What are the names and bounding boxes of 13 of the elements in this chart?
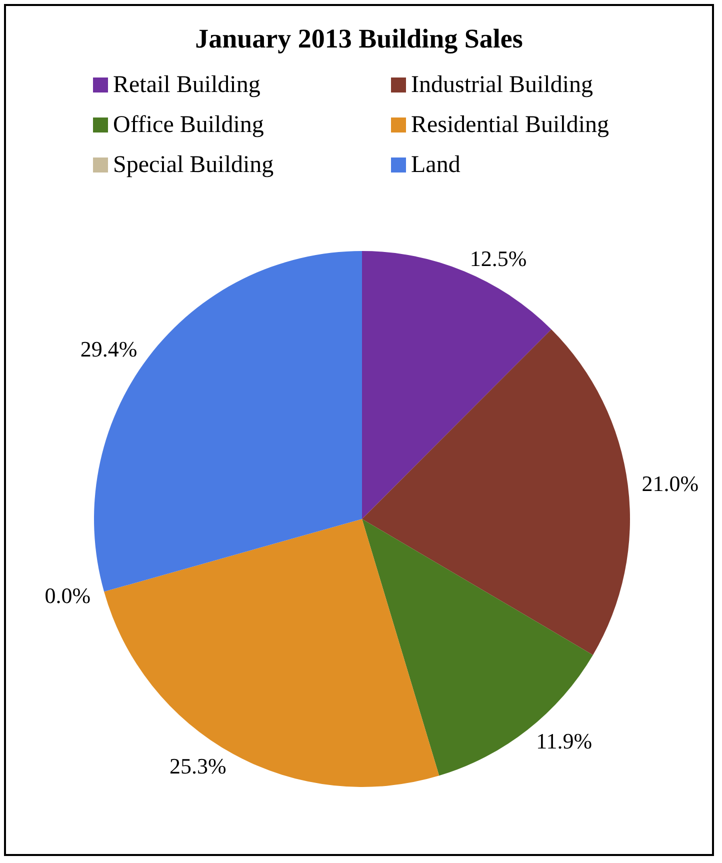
data-label: 11.9% (536, 728, 592, 754)
data-label: 25.3% (169, 754, 226, 779)
data-label: 21.0% (642, 470, 699, 496)
legend-label: Office Building (113, 112, 264, 138)
text: 0.0% (44, 582, 91, 608)
legend-label: Special Building (113, 152, 274, 178)
legend-label: Residential Building (411, 112, 609, 138)
legend-label: Industrial Building (411, 72, 593, 98)
data-label: 12.5% (470, 246, 527, 271)
chart-title: January 2013 Building Sales (195, 24, 523, 54)
legend-label: Retail Building (113, 72, 260, 98)
data-label: 29.4% (80, 336, 138, 362)
legend-label: Land (411, 152, 460, 178)
